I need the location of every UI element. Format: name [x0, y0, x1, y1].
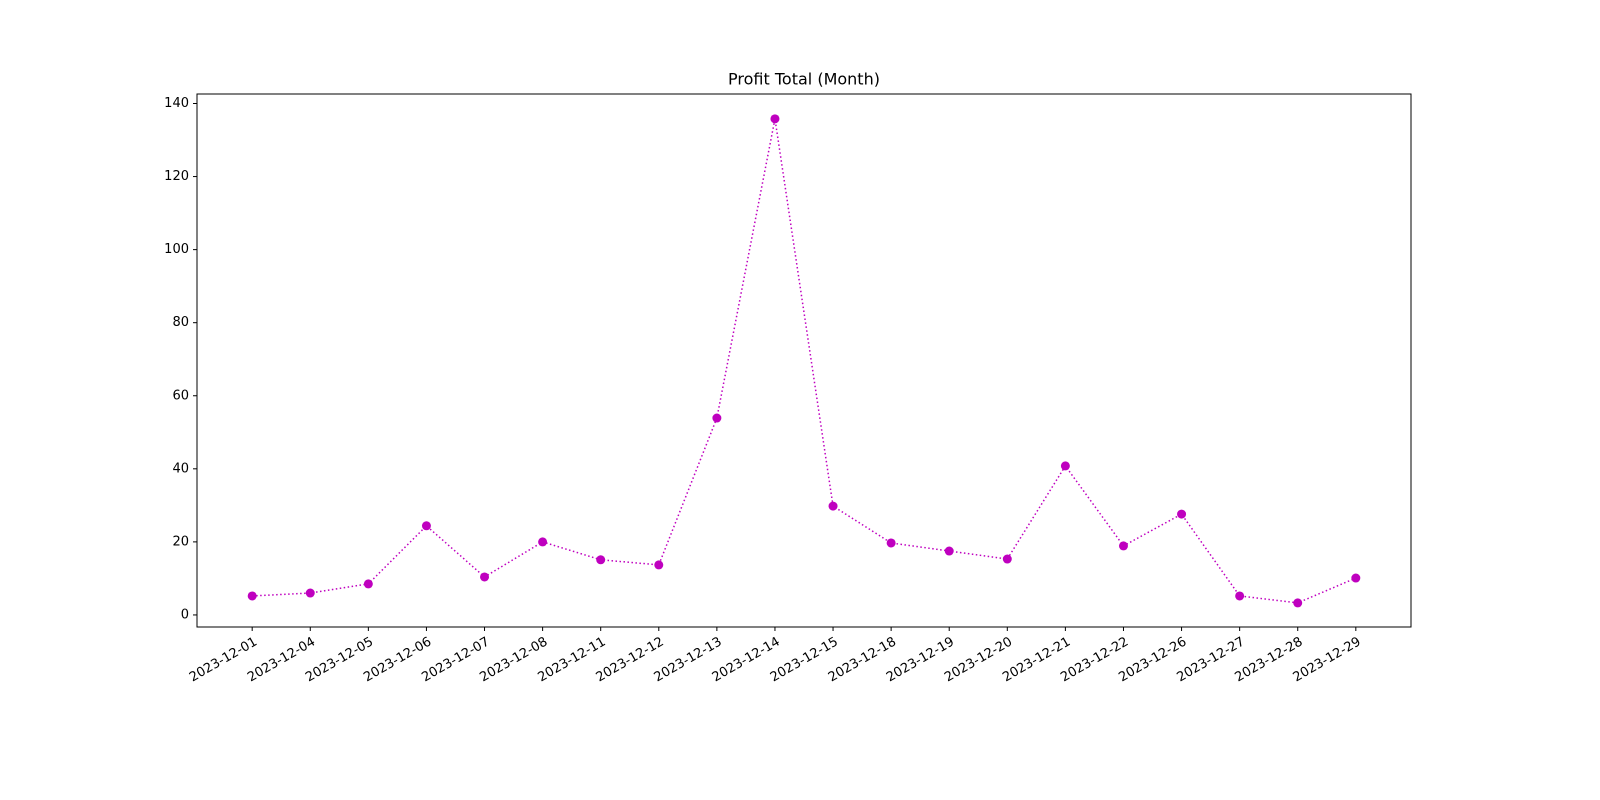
data-point — [1118, 541, 1128, 551]
data-point — [1060, 461, 1070, 471]
data-point — [828, 501, 838, 511]
data-point — [1235, 591, 1245, 601]
y-tick-label: 20 — [172, 534, 189, 549]
data-point — [886, 538, 896, 548]
y-tick-label: 60 — [172, 388, 189, 403]
data-point — [305, 588, 315, 598]
data-point — [363, 579, 373, 589]
data-point — [1002, 554, 1012, 564]
y-tick-label: 40 — [172, 461, 189, 476]
data-point — [596, 555, 606, 565]
data-point — [1293, 598, 1303, 608]
data-point — [944, 546, 954, 556]
data-point — [421, 521, 431, 531]
data-point — [1177, 509, 1187, 519]
y-tick-label: 140 — [164, 96, 189, 111]
data-point — [770, 114, 780, 124]
y-tick-label: 100 — [164, 242, 189, 257]
y-tick-label: 120 — [164, 169, 189, 184]
data-point — [247, 591, 257, 601]
data-point — [480, 572, 490, 582]
y-tick-label: 80 — [172, 315, 189, 330]
y-tick-label: 0 — [181, 607, 189, 622]
data-point — [1351, 573, 1361, 583]
data-line — [252, 118, 1357, 604]
chart-title: Profit Total (Month) — [728, 70, 880, 89]
data-point — [712, 413, 722, 423]
data-point — [538, 537, 548, 547]
data-point — [654, 560, 664, 570]
plot-frame — [196, 93, 1412, 628]
